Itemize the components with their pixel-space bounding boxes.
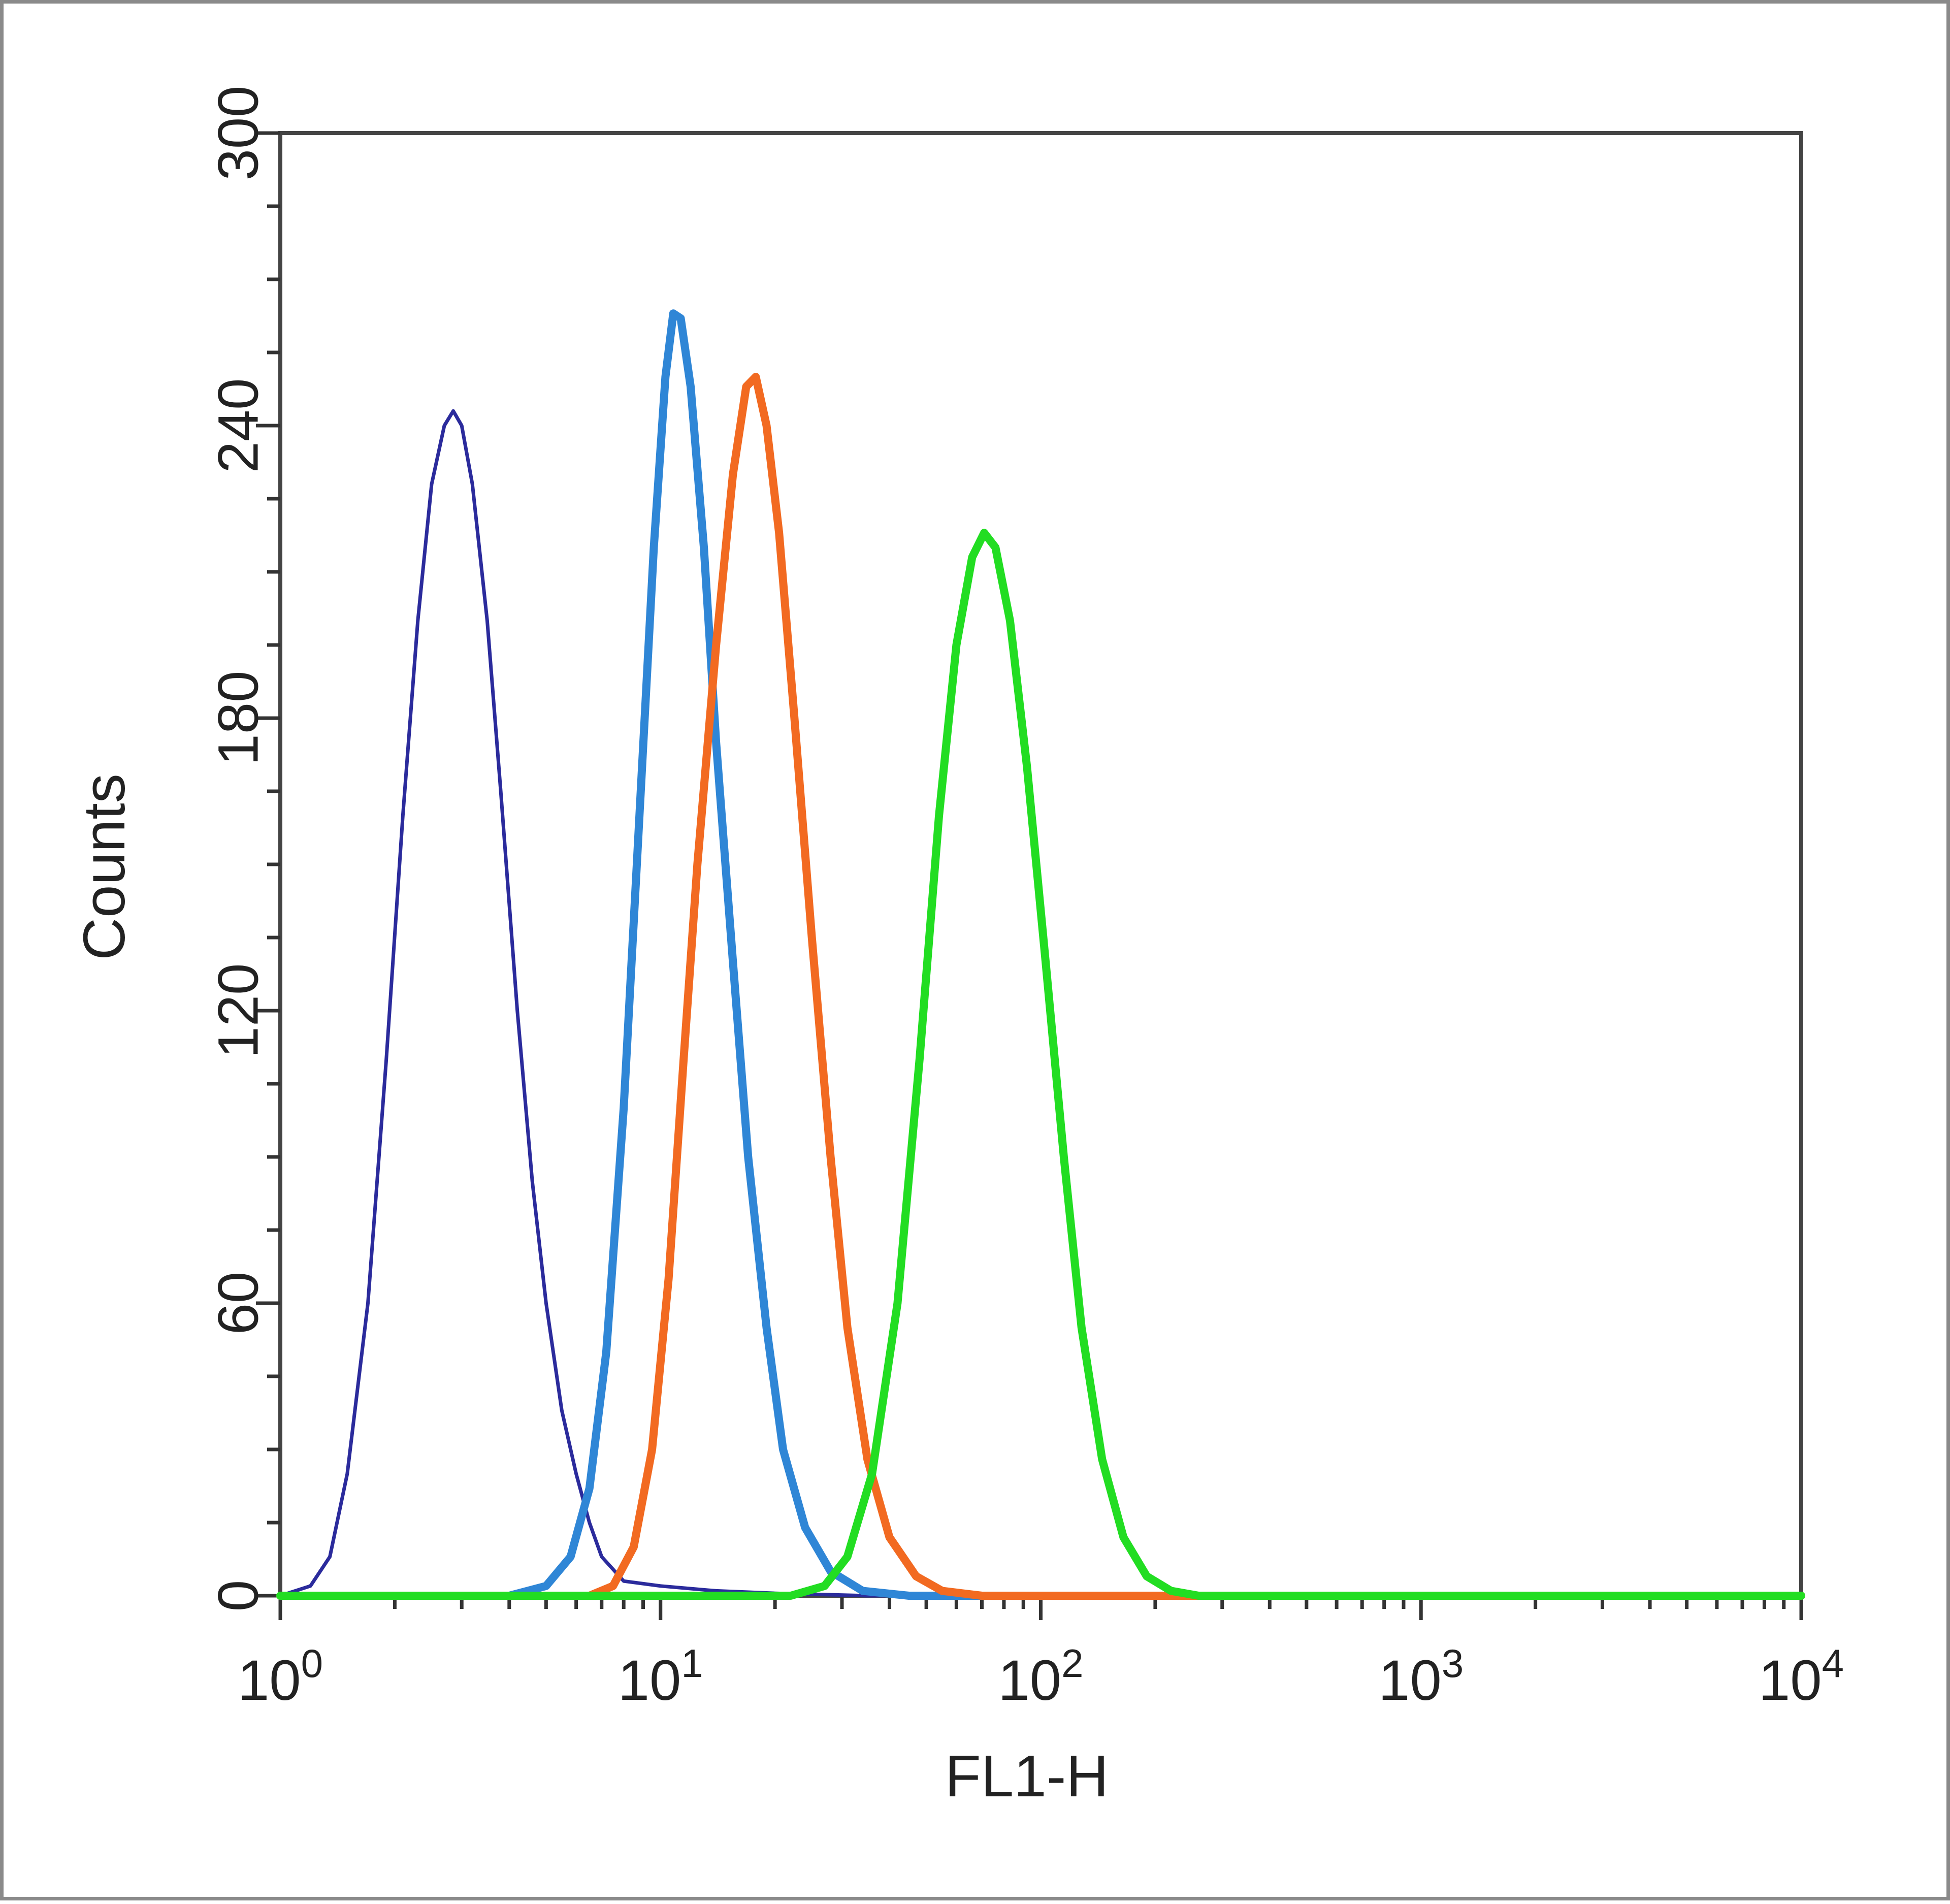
x-tick-label: 102 (998, 1641, 1084, 1712)
y-tick-label: 120 (206, 963, 270, 1058)
x-tick-label: 100 (238, 1641, 323, 1712)
x-axis-label: FL1-H (945, 1743, 1109, 1809)
x-tick-label: 104 (1759, 1641, 1844, 1712)
x-tick-label: 101 (618, 1641, 703, 1712)
y-tick-label: 300 (206, 86, 270, 181)
x-tick-label: 103 (1378, 1641, 1464, 1712)
histogram-series-4 (276, 529, 1805, 1600)
histogram-series-3 (276, 373, 1805, 1600)
histogram-plot: 0 60 120 180 240 300 100 101 102 103 104 FL1-H Co… (71, 86, 1844, 1809)
y-tick-label: 0 (206, 1580, 270, 1611)
plot-frame (278, 131, 1803, 1598)
y-tick-label: 240 (206, 378, 270, 473)
y-axis-label: Counts (71, 773, 137, 960)
y-tick-label: 60 (206, 1272, 270, 1335)
y-tick-label: 180 (206, 671, 270, 766)
histogram-series-1 (278, 409, 1803, 1598)
histogram-series-2 (276, 309, 1805, 1600)
